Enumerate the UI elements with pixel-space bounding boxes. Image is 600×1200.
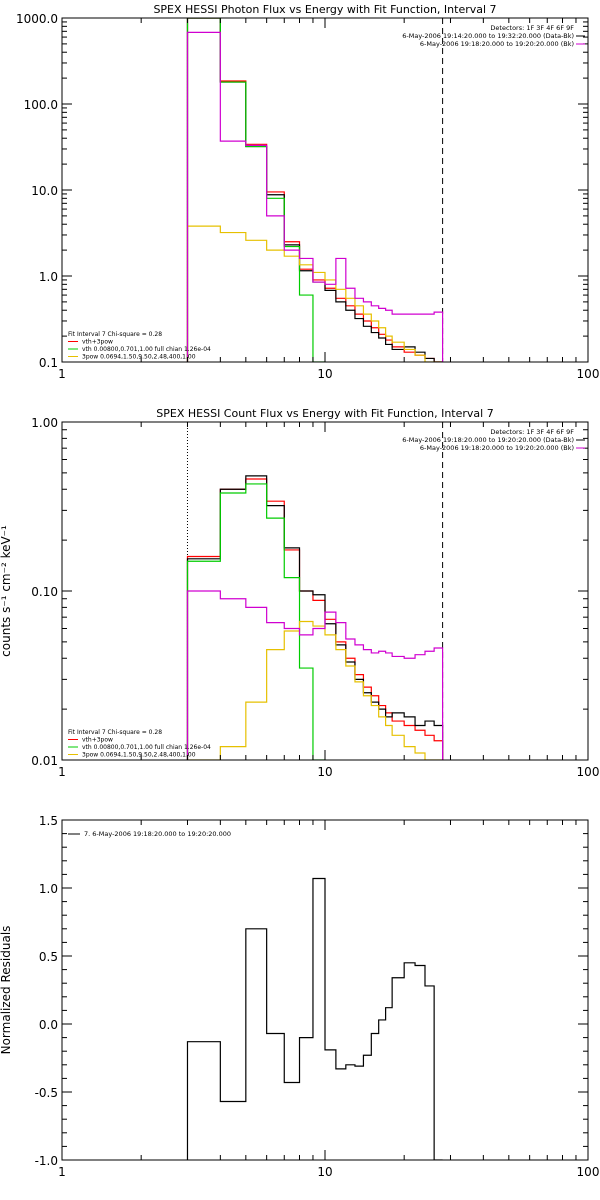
header-line: 6-May-2006 19:18:20.000 to 19:20:20.000 …	[420, 40, 574, 48]
y-tick-label: 1.00	[31, 416, 58, 430]
series-line-0	[186, 877, 443, 1160]
count-flux-panel: SPEX HESSI Count Flux vs Energy with Fit…	[0, 407, 599, 779]
plot-area	[186, 877, 443, 1160]
y-tick-label: 1.0	[39, 882, 58, 896]
legend-entry: vth 0.00800,0.701,1.00 full chian 1.26e-…	[82, 346, 211, 353]
y-tick-label: 0.1	[39, 356, 58, 370]
header-line: Detectors: 1F 3F 4F 6F 9F	[490, 428, 574, 436]
legend-entry: Fit Interval 7 Chi-square = 0.28	[68, 729, 162, 736]
legend-entry: 7. 6-May-2006 19:18:20.000 to 19:20:20.0…	[84, 830, 231, 838]
x-tick-label: 10	[317, 1165, 332, 1179]
legend-entry: vth 0.00800,0.701,1.00 full chian 1.26e-…	[82, 744, 211, 751]
header-line: 6-May-2006 19:18:20.000 to 19:20:20.000 …	[402, 436, 574, 444]
x-tick-label: 100	[577, 1165, 600, 1179]
axis-frame	[61, 421, 589, 761]
x-tick-label: 10	[317, 367, 332, 381]
series-line-1	[186, 475, 444, 760]
series-line-4	[186, 31, 444, 362]
legend-entry: vth+3pow	[82, 737, 113, 744]
series-line-1	[186, 18, 443, 362]
series-line-2	[186, 483, 325, 760]
header-line: Detectors: 1F 3F 4F 6F 9F	[490, 24, 574, 32]
plot-area	[186, 18, 444, 362]
chart-title: SPEX HESSI Count Flux vs Energy with Fit…	[156, 407, 493, 420]
series-line-3	[186, 225, 443, 362]
series-line-4	[186, 590, 444, 760]
y-tick-label: 0.10	[31, 585, 58, 599]
x-tick-label: 1	[58, 367, 66, 381]
x-tick-label: 100	[577, 367, 600, 381]
legend-entry: vth+3pow	[82, 339, 113, 346]
y-tick-label: 1000.0	[16, 12, 58, 26]
y-tick-label: 0.01	[31, 754, 58, 768]
legend-entry: 3pow 0.0694,1.50,9.50,2.48,400,1.00	[82, 752, 196, 759]
y-tick-label: -1.0	[35, 1154, 58, 1168]
y-tick-label: -0.5	[35, 1086, 58, 1100]
series-line-3	[187, 620, 443, 760]
y-axis-label: counts s⁻¹ cm⁻² keV⁻¹	[0, 525, 13, 657]
x-tick-label: 100	[577, 765, 600, 779]
y-axis-label: Normalized Residuals	[0, 926, 13, 1055]
series-line-2	[186, 18, 325, 362]
y-tick-label: 1.0	[39, 270, 58, 284]
y-tick-label: 1.5	[39, 814, 58, 828]
residuals-panel: 1 10 100 -1.0 -0.5 0.0 0.5 1.0 1.5 Normalized Res…	[0, 814, 599, 1179]
plot-area	[186, 422, 444, 760]
y-tick-label: 10.0	[31, 184, 58, 198]
photon-flux-panel: SPEX HESSI Photon Flux vs Energy with Fi…	[16, 3, 599, 381]
chart-title: SPEX HESSI Photon Flux vs Energy with Fi…	[153, 3, 496, 16]
y-tick-label: 100.0	[24, 98, 58, 112]
y-tick-label: 0.0	[39, 1018, 58, 1032]
legend-entry: 3pow 0.0694,1.50,9.50,2.48,400,1.00	[82, 354, 196, 361]
legend-entry: Fit Interval 7 Chi-square = 0.28	[68, 331, 162, 338]
axis-frame	[61, 17, 589, 363]
series-line-0	[186, 478, 444, 760]
header-line: 6-May-2006 19:14:20.000 to 19:32:20.000 …	[402, 32, 574, 40]
x-tick-label: 1	[58, 765, 66, 779]
x-tick-label: 1	[58, 1165, 66, 1179]
y-tick-label: 0.5	[39, 950, 58, 964]
x-tick-label: 10	[317, 765, 332, 779]
header-line: 6-May-2006 19:18:20.000 to 19:20:20.000 …	[420, 444, 574, 452]
series-line-0	[186, 18, 443, 362]
